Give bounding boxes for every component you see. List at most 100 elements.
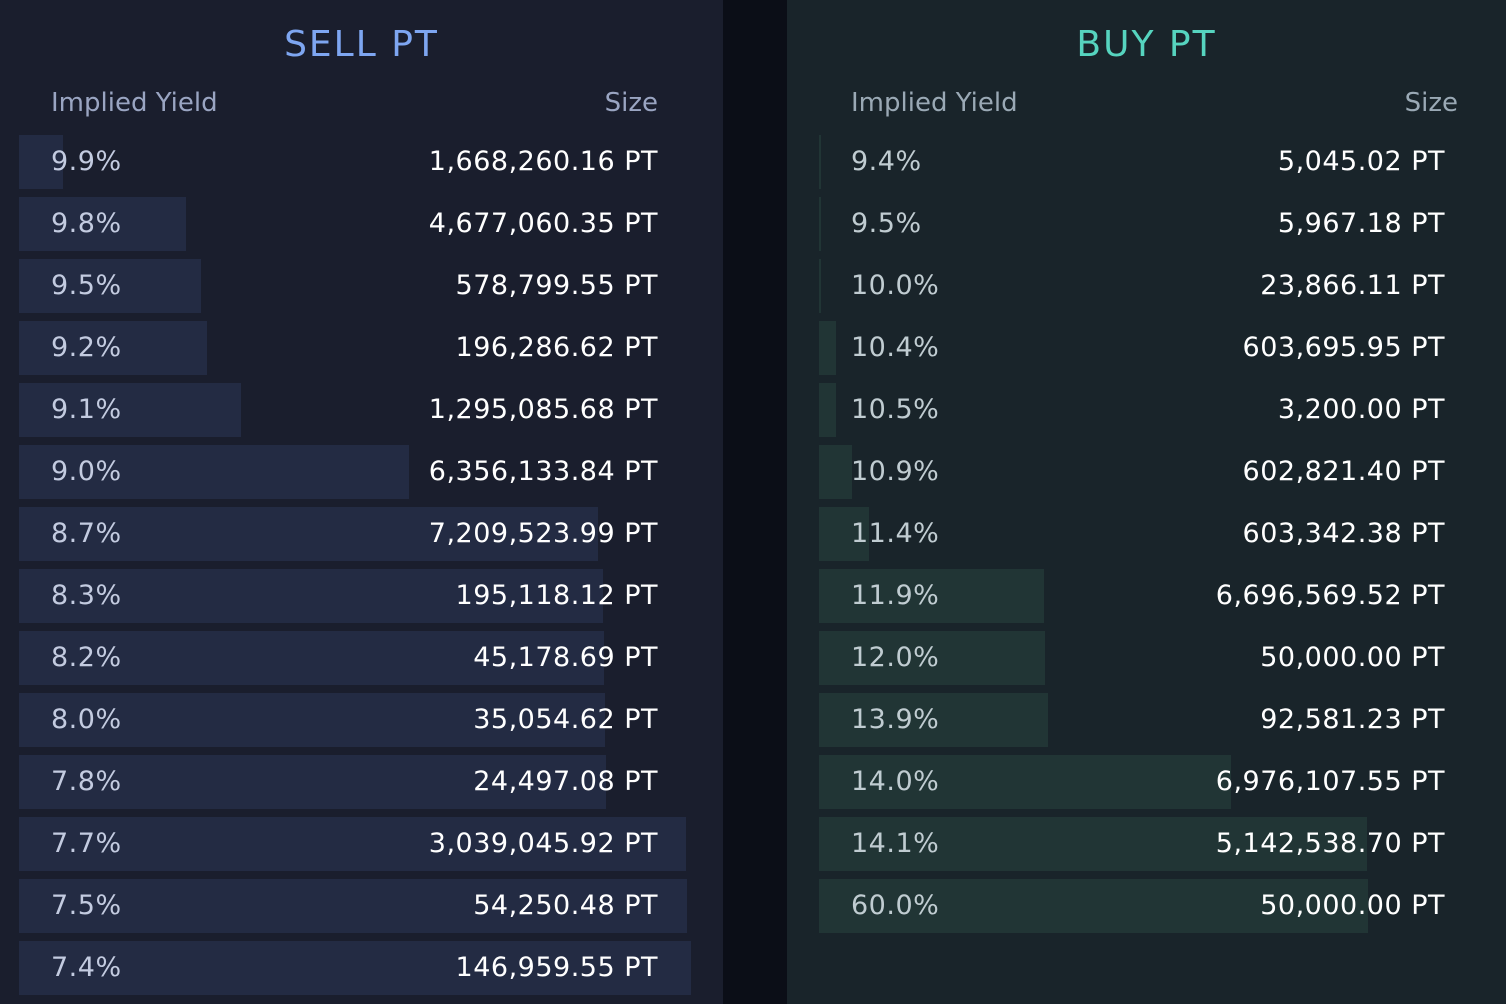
sell-order-row[interactable]: 9.0% 6,356,133.84 PT: [19, 445, 709, 499]
buy-order-row[interactable]: 9.5% 5,967.18 PT: [819, 197, 1469, 251]
buy-row-size: 5,142,538.70 PT: [1215, 828, 1445, 859]
buy-row-implied-yield: 12.0%: [851, 642, 940, 673]
sell-row-implied-yield: 7.4%: [51, 952, 122, 983]
sell-row-implied-yield: 9.5%: [51, 270, 122, 301]
sell-row-size: 578,799.55 PT: [455, 270, 658, 301]
sell-row-size: 24,497.08 PT: [473, 766, 658, 797]
sell-order-row[interactable]: 7.5% 54,250.48 PT: [19, 879, 709, 933]
buy-row-implied-yield: 14.1%: [851, 828, 940, 859]
sell-depth-bar: [19, 693, 605, 747]
buy-order-row[interactable]: 10.0% 23,866.11 PT: [819, 259, 1469, 313]
buy-order-row[interactable]: 14.1% 5,142,538.70 PT: [819, 817, 1469, 871]
buy-row-size: 603,342.38 PT: [1242, 518, 1445, 549]
buy-depth-bar: [819, 879, 1369, 933]
buy-order-row[interactable]: 9.4% 5,045.02 PT: [819, 135, 1469, 189]
buy-depth-bar: [819, 817, 1367, 871]
sell-row-size: 1,295,085.68 PT: [428, 394, 658, 425]
buy-order-row[interactable]: 14.0% 6,976,107.55 PT: [819, 755, 1469, 809]
buy-order-row[interactable]: 11.4% 603,342.38 PT: [819, 507, 1469, 561]
sell-order-row[interactable]: 9.2% 196,286.62 PT: [19, 321, 709, 375]
buy-row-size: 92,581.23 PT: [1260, 704, 1445, 735]
buy-order-row[interactable]: 12.0% 50,000.00 PT: [819, 631, 1469, 685]
sell-row-implied-yield: 7.5%: [51, 890, 122, 921]
sell-row-implied-yield: 8.0%: [51, 704, 122, 735]
buy-implied-yield-header: Implied Yield: [851, 88, 1018, 118]
sell-order-row[interactable]: 8.2% 45,178.69 PT: [19, 631, 709, 685]
buy-order-row[interactable]: 10.4% 603,695.95 PT: [819, 321, 1469, 375]
buy-depth-bar: [819, 631, 1046, 685]
buy-order-row[interactable]: 60.0% 50,000.00 PT: [819, 879, 1469, 933]
buy-row-size: 3,200.00 PT: [1277, 394, 1445, 425]
buy-size-header: Size: [1404, 88, 1458, 118]
sell-row-size: 45,178.69 PT: [473, 642, 658, 673]
sell-row-size: 4,677,060.35 PT: [428, 208, 658, 239]
buy-order-row[interactable]: 11.9% 6,696,569.52 PT: [819, 569, 1469, 623]
sell-depth-bar: [19, 259, 202, 313]
buy-row-implied-yield: 9.5%: [851, 208, 922, 239]
buy-order-row[interactable]: 13.9% 92,581.23 PT: [819, 693, 1469, 747]
sell-depth-bar: [19, 383, 242, 437]
buy-depth-bar: [819, 197, 821, 251]
sell-order-row[interactable]: 7.7% 3,039,045.92 PT: [19, 817, 709, 871]
buy-depth-bar: [819, 321, 836, 375]
buy-depth-bar: [819, 445, 853, 499]
sell-pt-panel: SELL PT Implied Yield Size 9.9% 1,668,260…: [0, 0, 723, 1004]
buy-row-size: 5,045.02 PT: [1277, 146, 1445, 177]
buy-depth-bar: [819, 755, 1232, 809]
sell-row-size: 146,959.55 PT: [455, 952, 658, 983]
buy-row-implied-yield: 10.5%: [851, 394, 940, 425]
sell-order-row[interactable]: 8.7% 7,209,523.99 PT: [19, 507, 709, 561]
sell-size-header: Size: [604, 88, 658, 118]
buy-order-row[interactable]: 10.9% 602,821.40 PT: [819, 445, 1469, 499]
buy-row-size: 6,976,107.55 PT: [1215, 766, 1445, 797]
sell-order-row[interactable]: 8.0% 35,054.62 PT: [19, 693, 709, 747]
sell-row-size: 7,209,523.99 PT: [428, 518, 658, 549]
buy-row-implied-yield: 11.4%: [851, 518, 940, 549]
sell-depth-bar: [19, 135, 64, 189]
buy-row-size: 50,000.00 PT: [1260, 642, 1445, 673]
sell-row-size: 196,286.62 PT: [455, 332, 658, 363]
buy-row-implied-yield: 60.0%: [851, 890, 940, 921]
sell-order-row[interactable]: 9.1% 1,295,085.68 PT: [19, 383, 709, 437]
buy-depth-bar: [819, 507, 870, 561]
buy-depth-bar: [819, 259, 821, 313]
sell-order-row[interactable]: 7.4% 146,959.55 PT: [19, 941, 709, 995]
sell-row-implied-yield: 9.0%: [51, 456, 122, 487]
sell-order-row[interactable]: 9.5% 578,799.55 PT: [19, 259, 709, 313]
sell-depth-bar: [19, 631, 605, 685]
sell-depth-bar: [19, 321, 207, 375]
sell-row-size: 35,054.62 PT: [473, 704, 658, 735]
sell-pt-title: SELL PT: [284, 24, 439, 65]
sell-depth-bar: [19, 197, 186, 251]
buy-row-implied-yield: 10.4%: [851, 332, 940, 363]
sell-depth-bar: [19, 569, 603, 623]
sell-row-size: 6,356,133.84 PT: [428, 456, 658, 487]
buy-row-implied-yield: 10.9%: [851, 456, 940, 487]
sell-row-implied-yield: 9.1%: [51, 394, 122, 425]
buy-row-size: 23,866.11 PT: [1260, 270, 1445, 301]
buy-depth-bar: [819, 569, 1044, 623]
buy-row-size: 6,696,569.52 PT: [1215, 580, 1445, 611]
sell-depth-bar: [19, 817, 687, 871]
sell-order-row[interactable]: 7.8% 24,497.08 PT: [19, 755, 709, 809]
sell-order-row[interactable]: 9.9% 1,668,260.16 PT: [19, 135, 709, 189]
sell-order-row[interactable]: 9.8% 4,677,060.35 PT: [19, 197, 709, 251]
buy-row-implied-yield: 14.0%: [851, 766, 940, 797]
sell-row-implied-yield: 9.8%: [51, 208, 122, 239]
sell-order-row[interactable]: 8.3% 195,118.12 PT: [19, 569, 709, 623]
sell-row-implied-yield: 9.9%: [51, 146, 122, 177]
sell-row-size: 195,118.12 PT: [455, 580, 658, 611]
buy-pt-title: BUY PT: [1076, 24, 1217, 65]
buy-row-implied-yield: 11.9%: [851, 580, 940, 611]
sell-row-implied-yield: 7.7%: [51, 828, 122, 859]
sell-row-size: 54,250.48 PT: [473, 890, 658, 921]
sell-row-implied-yield: 7.8%: [51, 766, 122, 797]
buy-row-implied-yield: 13.9%: [851, 704, 940, 735]
buy-order-row[interactable]: 10.5% 3,200.00 PT: [819, 383, 1469, 437]
sell-depth-bar: [19, 879, 687, 933]
sell-row-implied-yield: 8.2%: [51, 642, 122, 673]
buy-row-size: 5,967.18 PT: [1277, 208, 1445, 239]
buy-row-implied-yield: 10.0%: [851, 270, 940, 301]
buy-pt-panel: BUY PT Implied Yield Size 9.4% 5,045.02 P…: [787, 0, 1506, 1004]
